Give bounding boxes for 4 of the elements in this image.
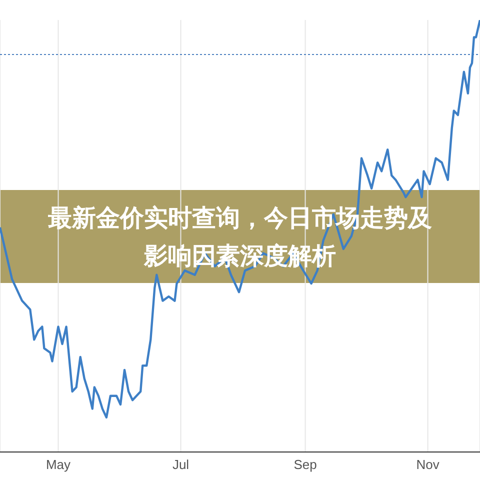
x-tick-label: Jul [172,457,190,472]
x-tick-label: May [46,457,72,472]
x-tick-label: Nov [416,457,440,472]
x-tick-label: Sep [294,457,317,472]
